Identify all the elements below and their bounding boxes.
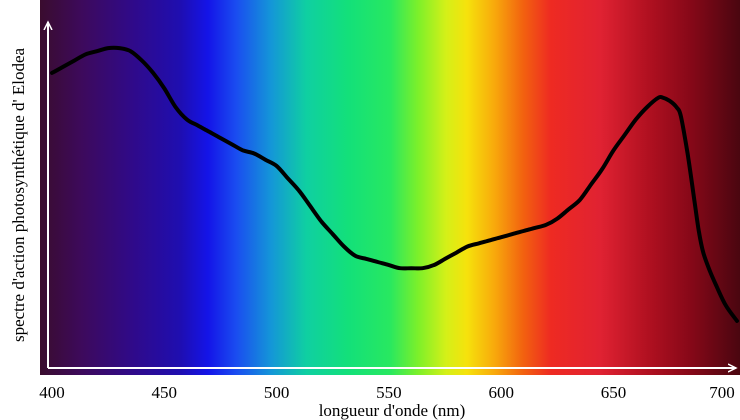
x-tick-label-400: 400 bbox=[39, 383, 65, 402]
spectrum-background bbox=[40, 0, 740, 375]
x-axis-label: longueur d'onde (nm) bbox=[319, 401, 466, 420]
x-tick-label-500: 500 bbox=[264, 383, 290, 402]
x-tick-label-700: 700 bbox=[709, 383, 735, 402]
x-tick-label-550: 550 bbox=[376, 383, 402, 402]
y-axis-label: spectre d'action photosynthétique d' Elo… bbox=[9, 48, 28, 343]
action-spectrum-line bbox=[50, 45, 739, 323]
x-tick-label-650: 650 bbox=[601, 383, 627, 402]
x-tick-label-600: 600 bbox=[488, 383, 514, 402]
x-tick-label-450: 450 bbox=[152, 383, 178, 402]
x-tick-labels: 400 450 500 550 600 650 700 bbox=[39, 383, 735, 402]
